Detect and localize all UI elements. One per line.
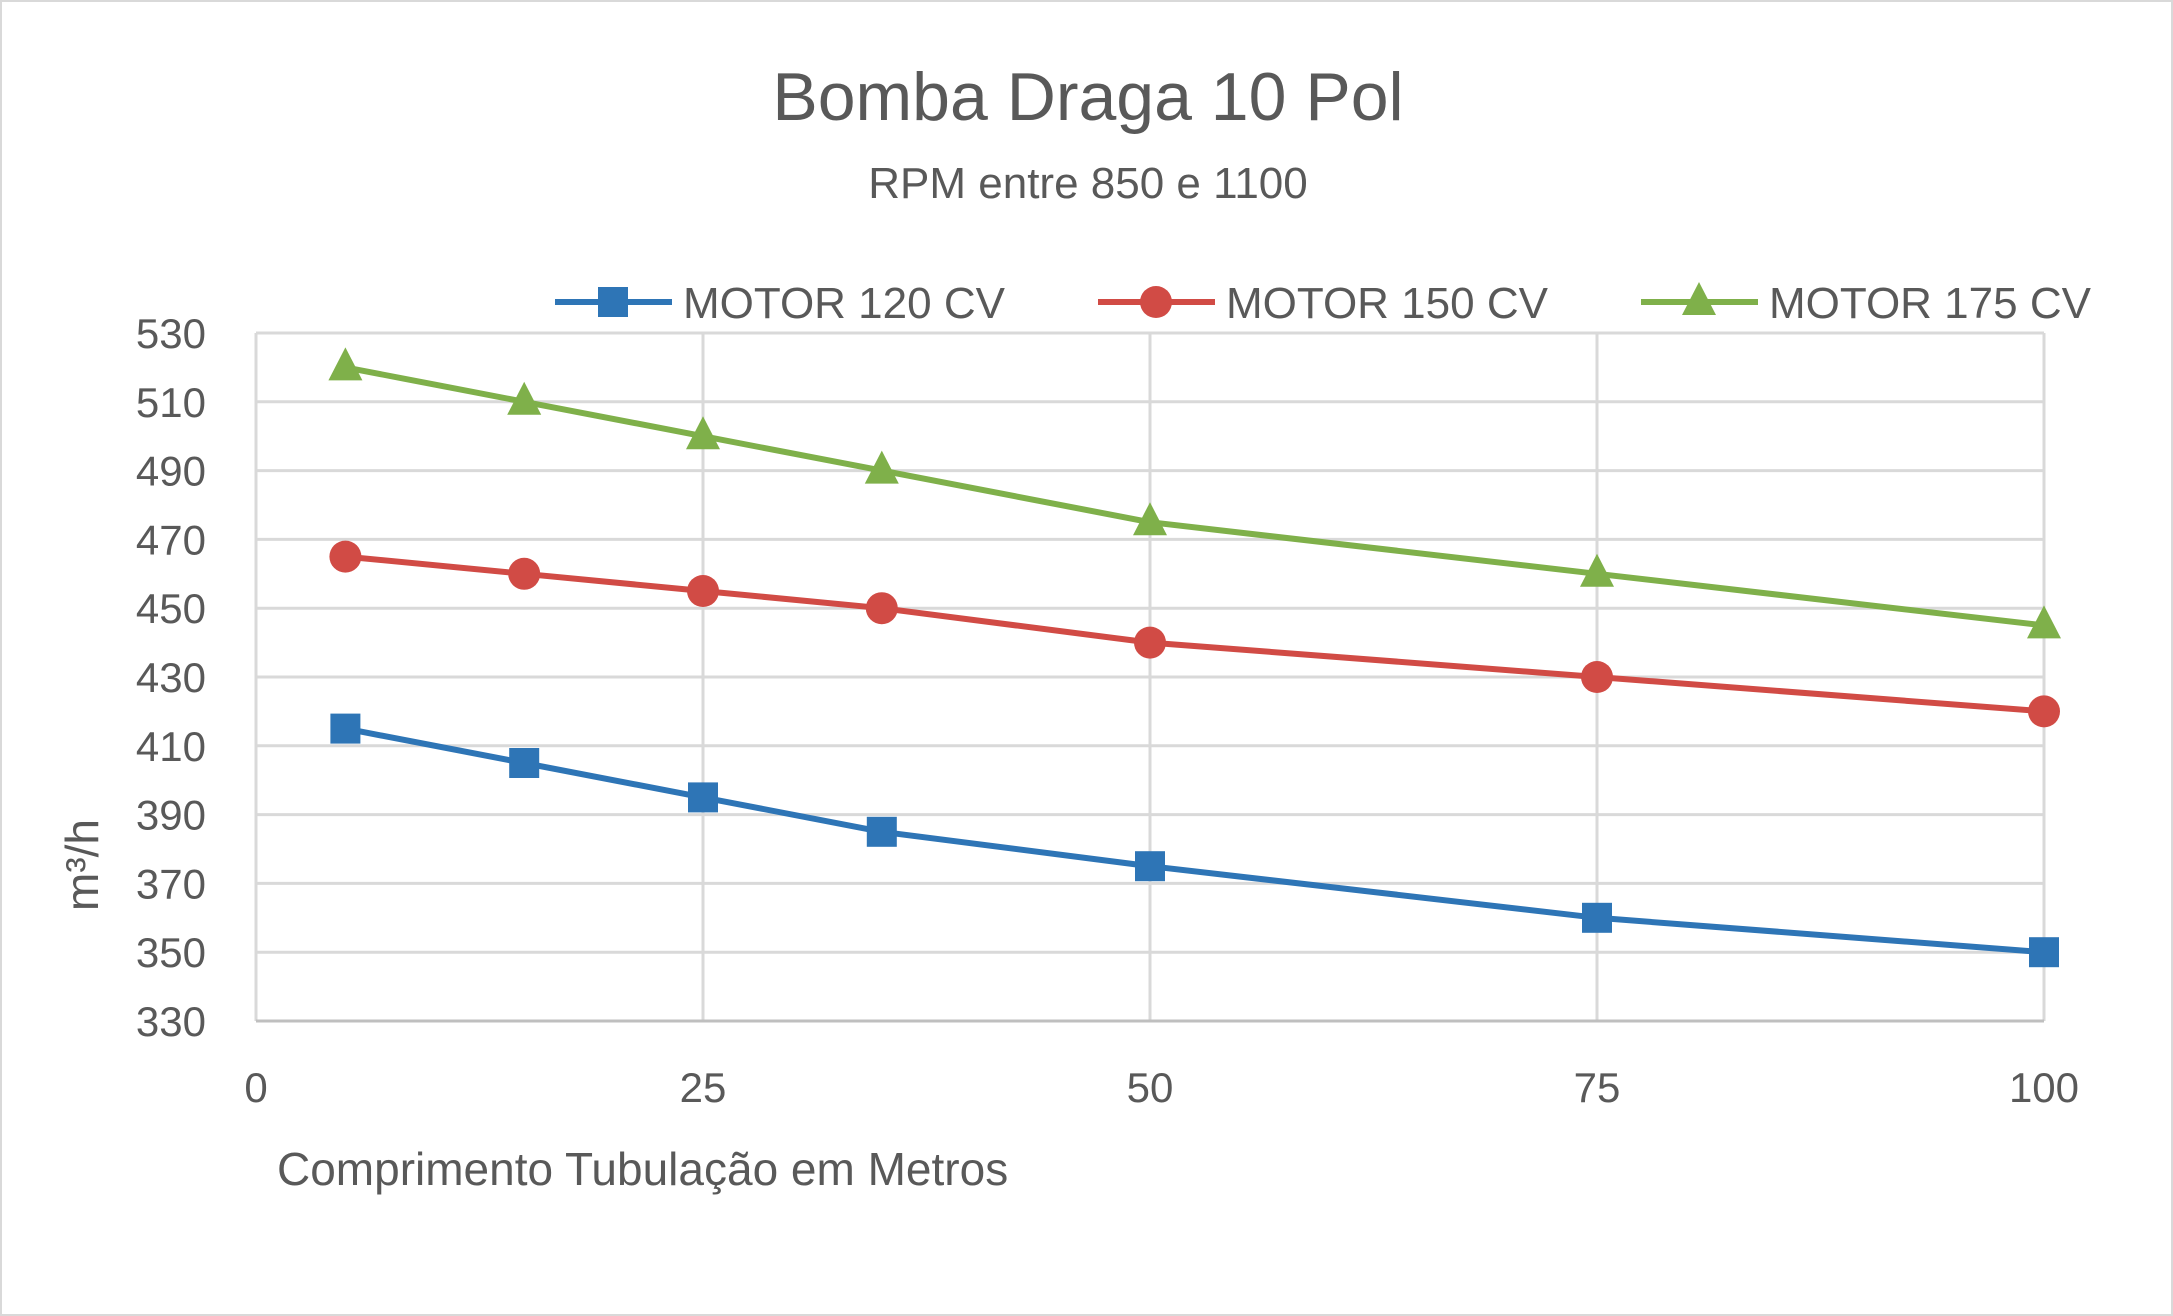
legend-marker-icon (598, 287, 628, 317)
data-point (1582, 902, 1612, 933)
series-motor-120-cv (330, 713, 2059, 968)
series-group (328, 347, 2061, 968)
x-tick-label: 25 (680, 1064, 727, 1111)
y-tick-label: 370 (136, 860, 206, 907)
y-tick-label: 350 (136, 929, 206, 976)
data-point (688, 782, 718, 813)
legend: MOTOR 120 CV MOTOR 150 CV MOTOR 175 CV (555, 279, 2092, 328)
data-point (2027, 605, 2061, 639)
series-motor-175-cv (328, 347, 2061, 639)
data-point (2028, 695, 2060, 728)
x-axis-label: Comprimento Tubulação em Metros (277, 1143, 1008, 1195)
chart-subtitle: RPM entre 850 e 1100 (868, 159, 1307, 208)
data-point (687, 575, 719, 607)
data-point (1581, 661, 1613, 693)
data-point (329, 540, 362, 573)
data-point (328, 347, 363, 381)
legend-label: MOTOR 175 CV (1769, 279, 2092, 328)
grid (254, 331, 2046, 1023)
x-tick-label: 50 (1127, 1064, 1174, 1111)
x-ticks: 0 25 50 75 100 (244, 1064, 2079, 1111)
x-tick-label: 0 (244, 1064, 267, 1111)
y-axis-label: m³/h (56, 819, 108, 911)
legend-label: MOTOR 150 CV (1226, 279, 1549, 328)
legend-item: MOTOR 120 CV (555, 279, 1006, 328)
y-tick-label: 470 (136, 516, 206, 563)
y-tick-label: 430 (136, 654, 206, 701)
data-point (865, 592, 898, 625)
y-tick-label: 450 (136, 585, 206, 632)
data-point (686, 416, 720, 450)
legend-marker-icon (1682, 282, 1716, 315)
data-point (330, 713, 361, 744)
y-tick-label: 410 (136, 723, 206, 770)
y-tick-label: 510 (136, 379, 206, 426)
legend-marker-icon (1140, 286, 1172, 318)
data-point (2029, 937, 2059, 968)
legend-item: MOTOR 175 CV (1641, 279, 2092, 328)
data-point (507, 381, 542, 415)
y-tick-label: 390 (136, 792, 206, 839)
series-motor-150-cv (329, 540, 2060, 728)
x-tick-label: 100 (2009, 1064, 2079, 1111)
y-tick-label: 530 (136, 310, 206, 357)
data-point (1133, 502, 1167, 536)
data-point (509, 748, 540, 778)
legend-label: MOTOR 120 CV (683, 279, 1006, 328)
legend-item: MOTOR 150 CV (1098, 279, 1549, 328)
y-tick-label: 330 (136, 998, 206, 1045)
y-ticks: 330 350 370 390 410 430 450 470 490 510 530 (136, 310, 206, 1045)
data-point (864, 450, 899, 484)
chart-title: Bomba Draga 10 Pol (772, 59, 1403, 135)
data-point (866, 816, 897, 847)
data-point (508, 557, 541, 590)
data-point (1580, 553, 1614, 587)
y-tick-label: 490 (136, 448, 206, 495)
x-tick-label: 75 (1574, 1064, 1621, 1111)
data-point (1134, 626, 1166, 659)
data-point (1135, 851, 1165, 882)
